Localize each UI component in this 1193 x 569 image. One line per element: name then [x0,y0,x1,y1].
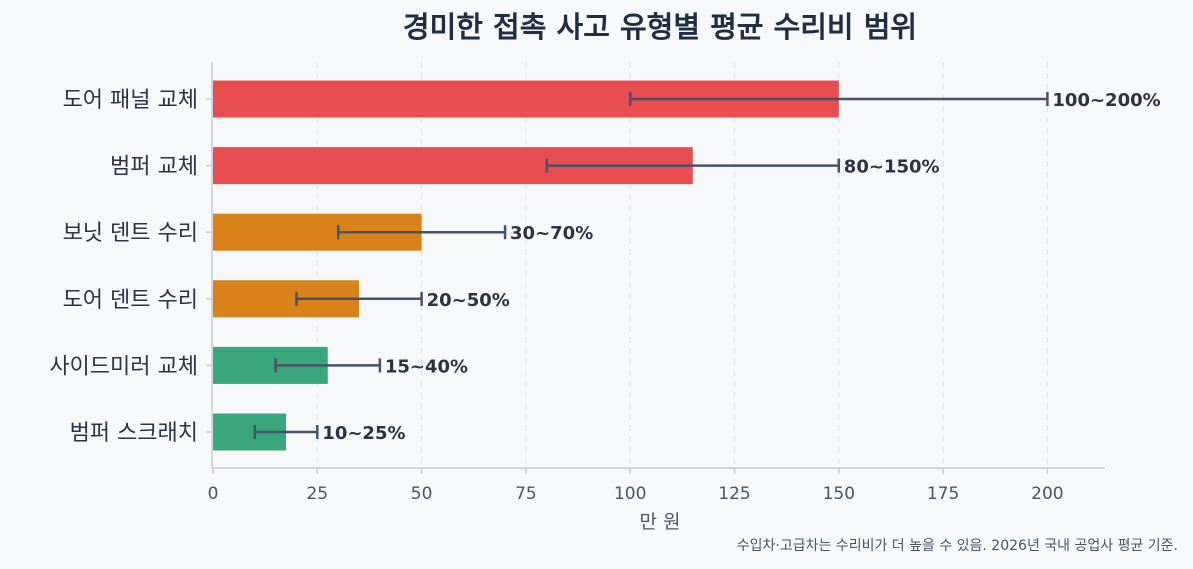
range-label: 30~70% [510,223,593,244]
x-tick-label: 200 [1031,484,1063,504]
range-label: 20~50% [427,290,510,311]
x-tick-label: 0 [208,484,219,504]
x-tick-label: 150 [823,484,855,504]
chart-title: 경미한 접촉 사고 유형별 평균 수리비 범위 [403,10,917,44]
x-tick-label: 75 [515,484,537,504]
x-tick-label: 50 [411,484,433,504]
category-label: 사이드미러 교체 [49,354,198,379]
range-label: 100~200% [1052,90,1160,111]
category-label: 범퍼 스크래치 [70,421,198,446]
range-label: 80~150% [844,157,940,178]
x-tick-label: 25 [306,484,328,504]
category-label: 보닛 덴트 수리 [63,221,198,246]
category-label: 도어 덴트 수리 [63,288,198,313]
x-tick-layer: 0 25 50 75 100 125 150 175 200 [206,98,1064,504]
grid-layer [316,62,1048,468]
range-label: 10~25% [322,423,405,444]
footnote: 수입차·고급차는 수리비가 더 높을 수 있음. 2026년 국내 공업사 평균… [737,538,1178,554]
category-label: 범퍼 교체 [110,155,198,180]
x-tick-label: 100 [614,484,646,504]
label-layer: 도어 패널 교체 100~200% 범퍼 교체 80~150% 보닛 덴트 수리 30~7… [49,88,1160,446]
x-axis-title: 만 원 [640,511,681,533]
category-label: 도어 패널 교체 [63,88,198,113]
x-tick-label: 125 [718,484,750,504]
error-bar-layer [253,92,1049,439]
range-label: 15~40% [385,356,468,377]
x-tick-label: 175 [927,484,959,504]
